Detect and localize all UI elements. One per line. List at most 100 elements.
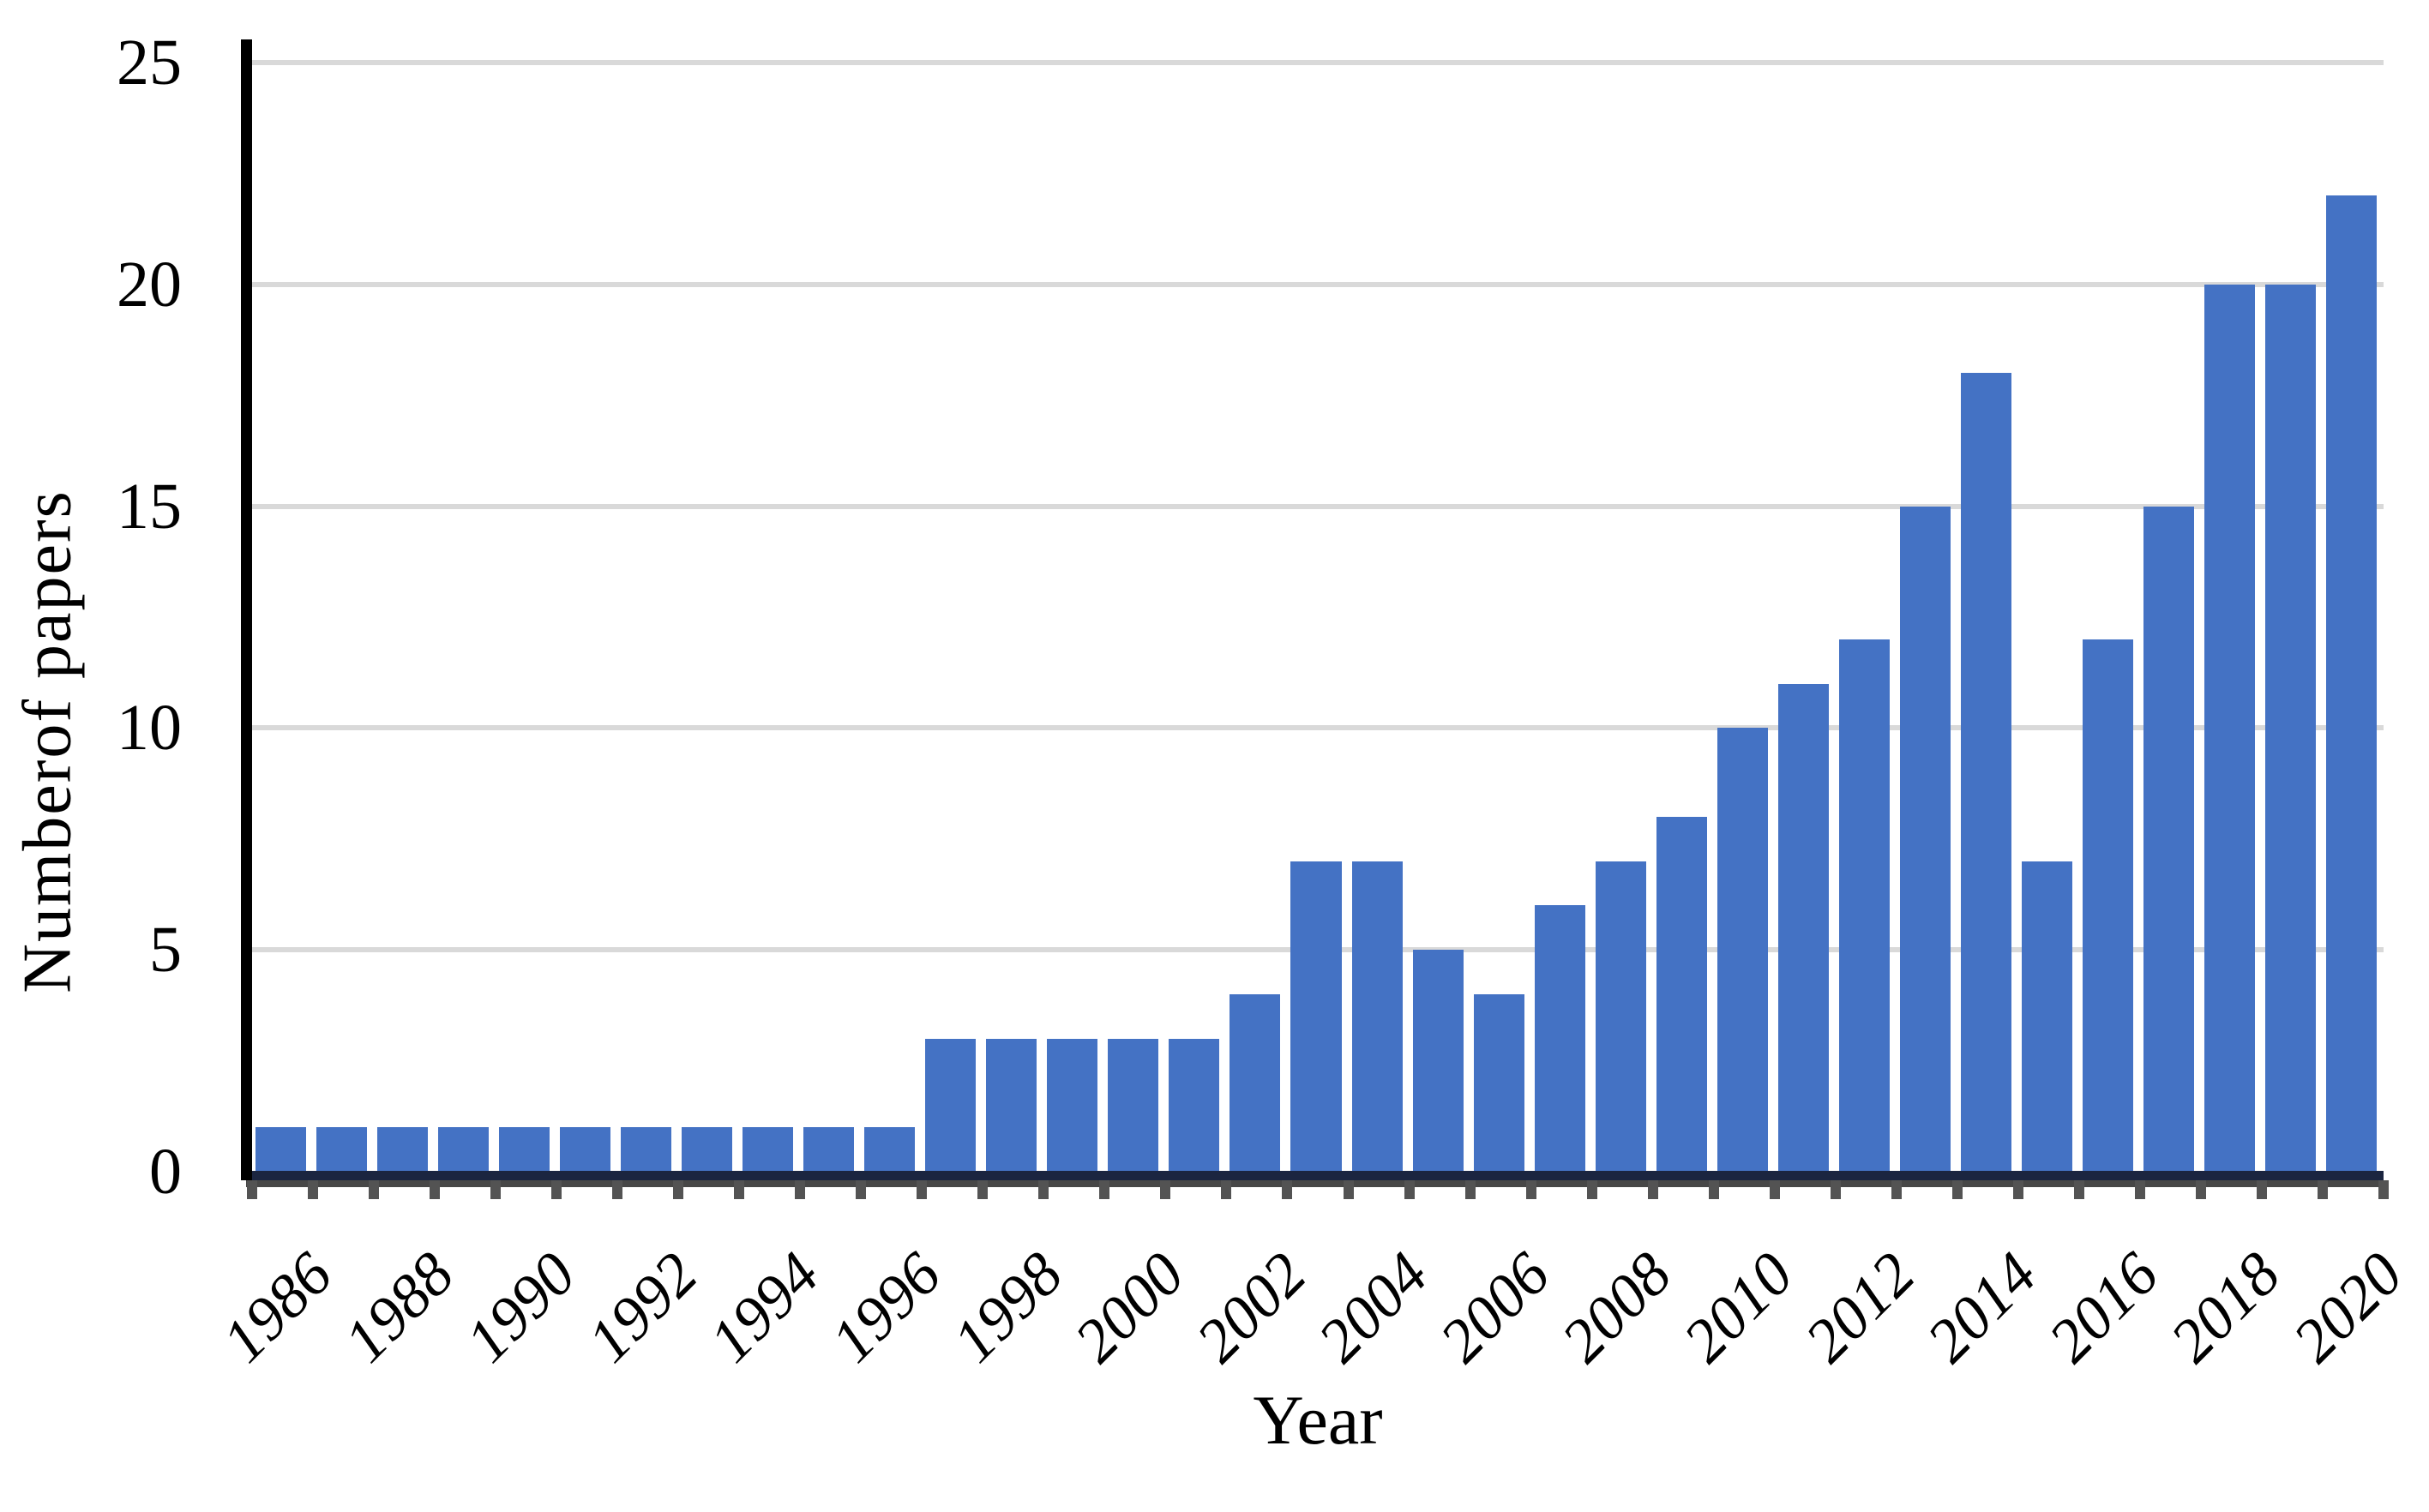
bar-2014 [1960,373,2011,1172]
x-tick-mark [1464,1180,1476,1199]
bar-1998 [986,1038,1037,1172]
x-tick-mark [369,1180,380,1199]
x-tick-mark [795,1180,806,1199]
bar-1996 [864,1127,916,1172]
x-tick-mark [2317,1180,2328,1199]
y-tick-label-25: 25 [117,27,182,99]
x-tick-mark [1830,1180,1841,1199]
bar-2005 [1412,950,1464,1172]
bar-2004 [1351,861,1403,1172]
x-axis-baseline-navy [252,1171,2384,1180]
x-tick-mark [1282,1180,1293,1199]
y-tick-label-5: 5 [149,914,182,987]
x-tick-mark [2012,1180,2023,1199]
bar-2013 [1899,506,1951,1172]
x-tick-mark [2256,1180,2267,1199]
x-tick-mark [1525,1180,1536,1199]
bar-1992 [621,1127,672,1172]
x-tick-label-2012: 2012 [1792,1239,1928,1376]
x-tick-mark [430,1180,441,1199]
x-tick-label-2000: 2000 [1061,1239,1198,1376]
y-axis-title: Numberof papers [9,489,86,993]
x-tick-label-2008: 2008 [1548,1239,1685,1376]
bar-2018 [2204,284,2255,1172]
x-tick-label-1996: 1996 [817,1239,954,1376]
bar-2009 [1656,816,1707,1172]
x-tick-mark [1708,1180,1719,1199]
x-tick-label-2014: 2014 [1914,1239,2050,1376]
x-tick-label-2010: 2010 [1670,1239,1807,1376]
x-tick-label-2004: 2004 [1305,1239,1441,1376]
x-axis-line-gray [246,1180,2384,1187]
x-tick-mark [917,1180,928,1199]
bar-1994 [743,1127,794,1172]
bar-1989 [438,1127,490,1172]
gridline-20 [252,281,2384,287]
x-tick-mark [490,1180,502,1199]
x-tick-label-1990: 1990 [452,1239,589,1376]
bar-2002 [1230,993,1281,1172]
x-tick-mark [1586,1180,1597,1199]
bar-1993 [682,1127,733,1172]
bar-2008 [1595,861,1646,1172]
x-tick-label-2018: 2018 [2157,1239,2294,1376]
x-tick-mark [1404,1180,1415,1199]
bar-2010 [1717,728,1768,1172]
bar-1990 [499,1127,550,1172]
bar-1997 [925,1038,977,1172]
y-tick-label-20: 20 [117,248,182,321]
bar-2007 [1534,905,1585,1172]
gridline-25 [252,60,2384,65]
x-tick-mark [1343,1180,1354,1199]
bar-1986 [256,1127,307,1172]
x-tick-mark [1038,1180,1049,1199]
x-tick-mark [1160,1180,1171,1199]
x-tick-label-2006: 2006 [1427,1239,1563,1376]
x-tick-mark [2195,1180,2206,1199]
bar-2016 [2082,639,2133,1172]
x-tick-mark [734,1180,745,1199]
x-tick-mark [1221,1180,1232,1199]
bar-1991 [560,1127,611,1172]
x-tick-label-1988: 1988 [330,1239,467,1376]
x-tick-mark [2134,1180,2145,1199]
x-tick-mark [856,1180,867,1199]
x-tick-mark [1951,1180,1963,1199]
x-tick-mark [2378,1180,2389,1199]
x-tick-label-1992: 1992 [574,1239,711,1376]
x-tick-label-2020: 2020 [2279,1239,2415,1376]
bar-1988 [377,1127,429,1172]
gridline-15 [252,503,2384,509]
x-tick-label-1998: 1998 [939,1239,1076,1376]
bar-2001 [1169,1038,1220,1172]
x-tick-label-1994: 1994 [695,1239,833,1376]
bar-2012 [1838,639,1890,1172]
bar-2019 [2264,284,2316,1172]
bar-2020 [2325,195,2377,1172]
bar-1987 [316,1127,368,1172]
x-tick-label-2002: 2002 [1183,1239,1320,1376]
gridline-10 [252,725,2384,731]
bar-1995 [803,1127,855,1172]
x-tick-mark [612,1180,623,1199]
x-tick-mark [1769,1180,1780,1199]
x-tick-mark [977,1180,989,1199]
x-tick-mark [247,1180,257,1199]
x-tick-mark [1647,1180,1658,1199]
x-tick-mark [2073,1180,2084,1199]
y-tick-label-0: 0 [149,1136,182,1208]
x-tick-mark [1891,1180,1902,1199]
x-tick-mark [551,1180,562,1199]
x-tick-label-1986: 1986 [208,1239,345,1376]
y-axis-line [241,39,252,1180]
y-tick-label-10: 10 [117,692,182,765]
bar-1999 [1047,1038,1098,1172]
x-tick-label-2016: 2016 [2035,1239,2172,1376]
bar-2003 [1290,861,1342,1172]
x-tick-mark [1099,1180,1110,1199]
bar-2017 [2143,506,2194,1172]
x-axis-title: Year [1253,1381,1383,1459]
bar-2015 [2021,861,2072,1172]
bar-2006 [1473,993,1524,1172]
